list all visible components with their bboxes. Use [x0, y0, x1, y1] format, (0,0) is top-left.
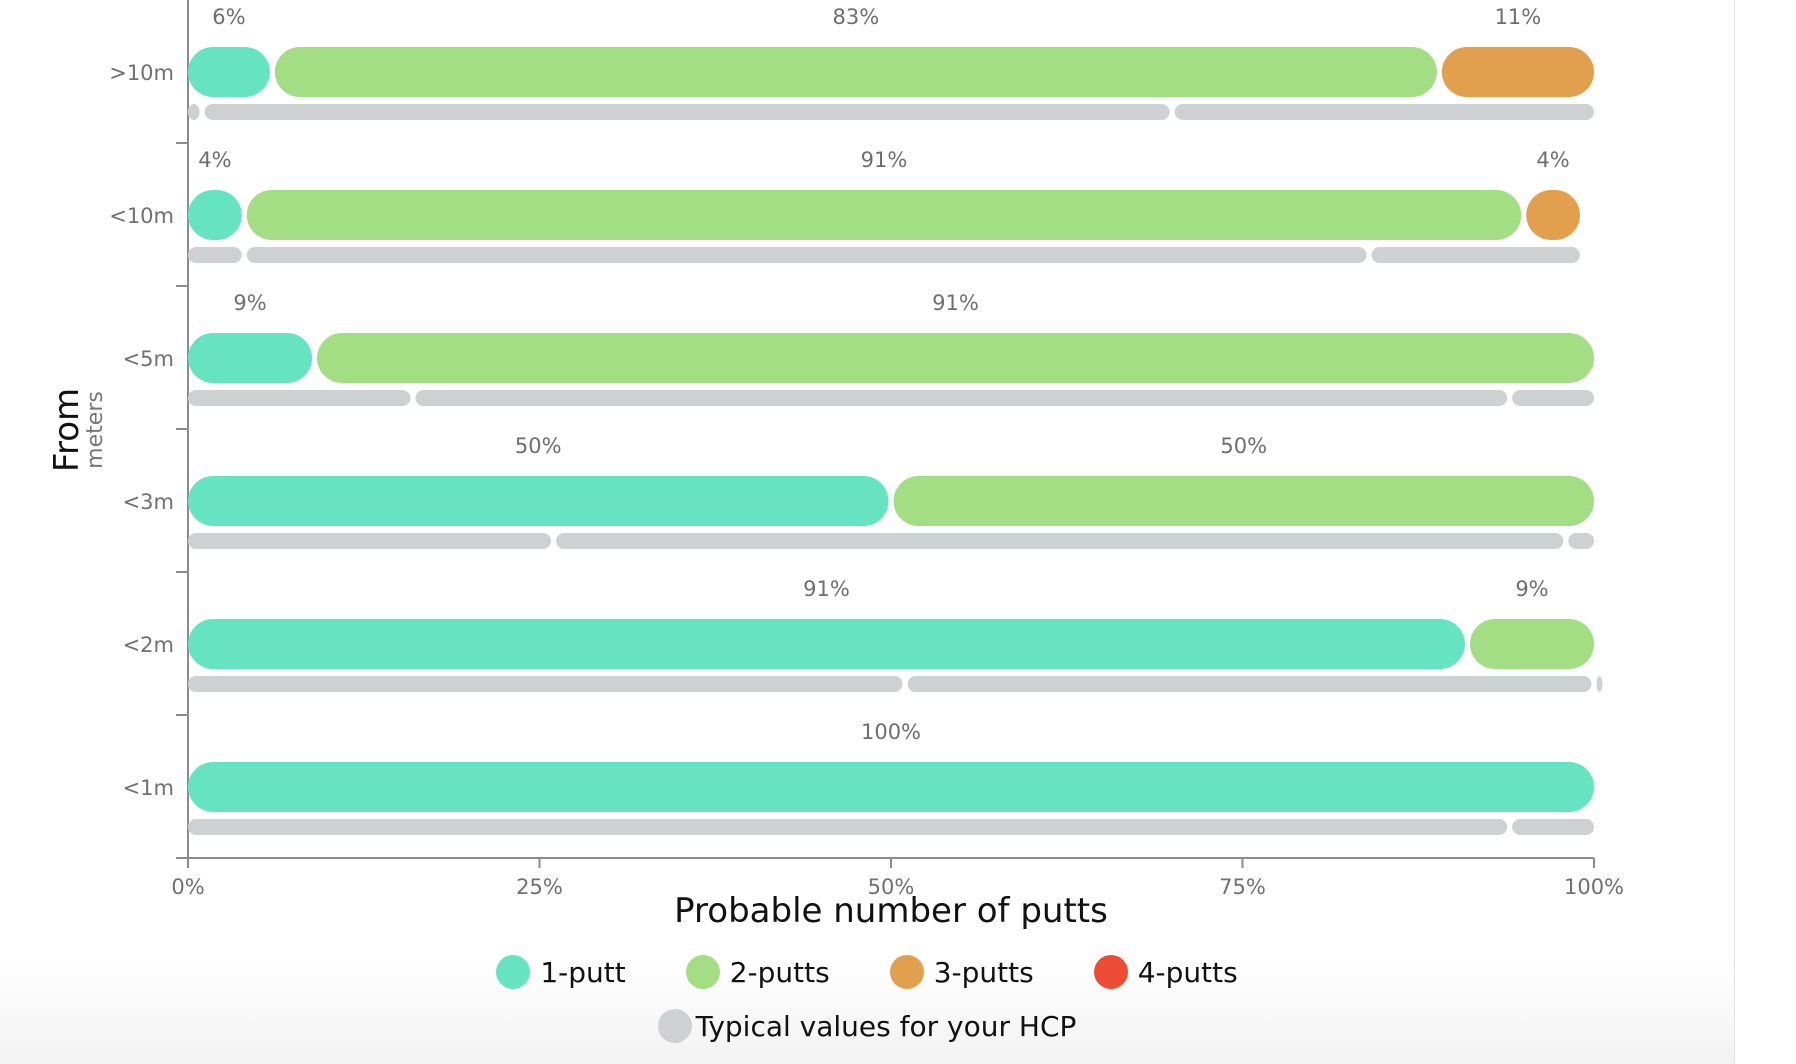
- legend-row-typical: Typical values for your HCP: [657, 1002, 1077, 1050]
- data-label: 50%: [1220, 434, 1267, 458]
- bar-segment: [188, 47, 270, 97]
- typical-bar-segment: [204, 104, 1170, 120]
- legend-label-4-putts: 4-putts: [1137, 955, 1238, 989]
- data-label: 4%: [198, 148, 231, 172]
- bar-segment: [188, 190, 242, 240]
- typical-bar-segment: [1568, 533, 1594, 549]
- data-label: 100%: [861, 720, 921, 744]
- x-axis-title: Probable number of putts: [674, 891, 1108, 931]
- bar-segment: [893, 476, 1594, 526]
- typical-bar-segment: [246, 247, 1367, 263]
- data-label: 83%: [833, 5, 880, 29]
- data-label: 50%: [515, 434, 562, 458]
- legend-label-1-putt: 1-putt: [540, 955, 626, 989]
- y-tick-label: <3m: [123, 490, 174, 514]
- data-label: 9%: [1515, 577, 1548, 601]
- typical-bar-segment: [1512, 390, 1594, 406]
- chart-legend: 1-putt 2-putts 3-putts 4-putts Typical v…: [0, 948, 1734, 1050]
- legend-swatch-3-putts: [889, 955, 924, 989]
- data-label: 9%: [233, 291, 266, 315]
- data-label: 91%: [803, 577, 850, 601]
- legend-item-3-putts[interactable]: 3-putts: [889, 955, 1034, 989]
- bottom-fade: [0, 960, 1734, 1064]
- bar-segment: [188, 476, 889, 526]
- legend-item-4-putts[interactable]: 4-putts: [1093, 955, 1238, 989]
- y-tick-label: <1m: [123, 776, 174, 800]
- bars-layer: [188, 47, 1603, 835]
- y-tick-label: <10m: [109, 204, 174, 228]
- legend-row-series: 1-putt 2-putts 3-putts 4-putts: [466, 948, 1267, 996]
- legend-label-typical: Typical values for your HCP: [695, 1009, 1077, 1043]
- bar-segment: [188, 762, 1594, 812]
- data-label: 91%: [932, 291, 979, 315]
- y-axis-title: From: [47, 388, 87, 472]
- y-tick-label: <2m: [123, 633, 174, 657]
- x-tick-label: 25%: [516, 875, 563, 899]
- legend-swatch-2-putts: [685, 955, 720, 989]
- typical-bar-segment: [188, 390, 411, 406]
- typical-bar-segment: [1371, 247, 1580, 263]
- typical-bar-segment: [188, 247, 242, 263]
- data-label: 91%: [861, 148, 908, 172]
- bar-segment: [274, 47, 1437, 97]
- bar-segment: [188, 619, 1465, 669]
- typical-bar-segment: [1512, 819, 1594, 835]
- putts-chart: 0% 25% 50% 75% 100% >10m 6% 83% 11% <10m 4% 91% 4% <…: [47, 0, 1624, 931]
- legend-item-2-putts[interactable]: 2-putts: [685, 955, 830, 989]
- chart-card: [0, 0, 1734, 1064]
- bar-segment: [1526, 190, 1580, 240]
- axes-layer: 0% 25% 50% 75% 100%: [171, 0, 1624, 899]
- bar-segment: [317, 333, 1594, 383]
- typical-bar-segment: [1174, 104, 1594, 120]
- y-tick-label: >10m: [109, 61, 174, 85]
- legend-swatch-4-putts: [1093, 955, 1128, 989]
- typical-bar-segment: [415, 390, 1508, 406]
- legend-item-typical[interactable]: Typical values for your HCP: [657, 1009, 1077, 1043]
- typical-bar-segment: [188, 819, 1508, 835]
- bar-segment: [246, 190, 1522, 240]
- typical-bar-segment: [188, 676, 903, 692]
- typical-bar-segment: [188, 104, 200, 120]
- typical-bar-segment: [1596, 676, 1603, 692]
- data-label: 11%: [1495, 5, 1542, 29]
- x-tick-label: 100%: [1564, 875, 1624, 899]
- y-tick-label: <5m: [123, 347, 174, 371]
- bar-segment: [1469, 619, 1594, 669]
- page-divider: [1734, 0, 1735, 1064]
- legend-label-3-putts: 3-putts: [933, 955, 1034, 989]
- data-label: 6%: [212, 5, 245, 29]
- typical-bar-segment: [188, 533, 552, 549]
- typical-bar-segment: [907, 676, 1592, 692]
- legend-swatch-typical: [657, 1009, 692, 1043]
- typical-bar-segment: [556, 533, 1564, 549]
- legend-swatch-1-putt: [496, 955, 531, 989]
- bar-segment: [1441, 47, 1594, 97]
- x-tick-label: 50%: [868, 875, 915, 899]
- legend-label-2-putts: 2-putts: [729, 955, 830, 989]
- labels-layer: >10m 6% 83% 11% <10m 4% 91% 4% <5m 9% 91% <3m 50% 50%…: [109, 5, 1570, 800]
- x-tick-label: 75%: [1219, 875, 1266, 899]
- x-tick-label: 0%: [171, 875, 204, 899]
- bar-segment: [188, 333, 313, 383]
- data-label: 4%: [1536, 148, 1569, 172]
- legend-item-1-putt[interactable]: 1-putt: [496, 955, 626, 989]
- y-axis-subtitle: meters: [83, 391, 108, 469]
